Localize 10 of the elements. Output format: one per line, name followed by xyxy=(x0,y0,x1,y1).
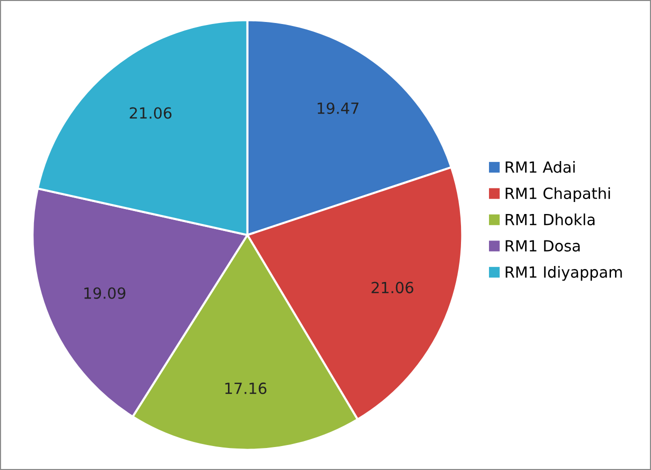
data-label: 19.09 xyxy=(84,287,126,299)
legend-label: RM1 Chapathi xyxy=(506,187,610,202)
legend-label: RM1 Dosa xyxy=(506,240,580,252)
legend-label: RM1 Idiyappam xyxy=(506,266,622,281)
data-label: 21.06 xyxy=(130,107,172,119)
data-label: 21.06 xyxy=(372,282,414,294)
data-label: 17.16 xyxy=(225,382,266,394)
legend-label: RM1 Dhokla xyxy=(506,214,594,226)
data-label: 19.47 xyxy=(318,102,358,114)
legend-label: RM1 Adai xyxy=(506,161,575,173)
